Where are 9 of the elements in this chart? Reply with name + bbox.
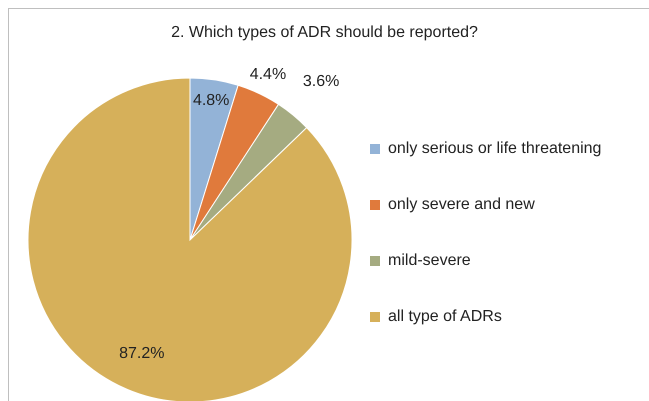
legend-label: only severe and new [388, 196, 535, 214]
legend-label: all type of ADRs [388, 308, 502, 326]
data-label: 4.4% [250, 66, 286, 83]
data-label: 87.2% [119, 344, 164, 362]
data-label: 3.6% [302, 72, 340, 90]
chart-title: 2. Which types of ADR should be reported? [170, 24, 479, 42]
legend-label: mild-severe [388, 252, 471, 270]
data-label: 4.8% [192, 92, 230, 110]
legend-label: only serious or life threatening [388, 140, 602, 158]
